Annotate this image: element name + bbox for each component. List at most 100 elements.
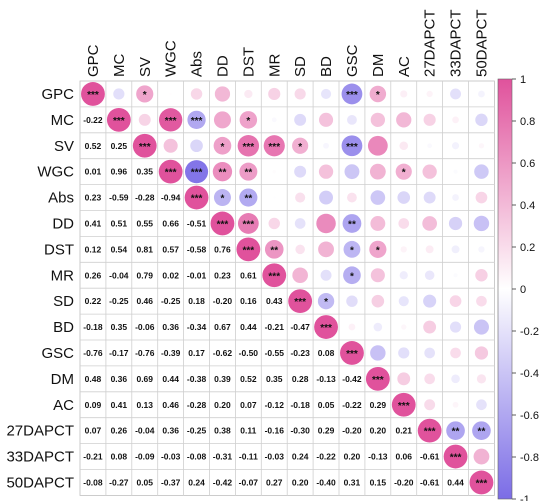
correlation-circle — [319, 190, 333, 205]
coefficient-label: -0.22 — [316, 452, 336, 462]
coefficient-label: 0.25 — [111, 141, 128, 151]
significance-label: *** — [191, 194, 203, 205]
coefficient-label: 0.76 — [214, 244, 231, 254]
coefficient-label: 0.46 — [136, 296, 153, 306]
coefficient-label: 0.52 — [85, 141, 102, 151]
coefficient-label: 0.35 — [136, 167, 153, 177]
correlation-circle — [158, 108, 183, 132]
correlation-circle — [342, 214, 362, 233]
significance-label: *** — [243, 142, 255, 153]
coefficient-label: 0.31 — [344, 477, 361, 487]
correlation-circle — [475, 191, 488, 204]
coefficient-label: -0.58 — [187, 244, 207, 254]
diagonal-circle — [106, 107, 131, 132]
row-label: BD — [53, 319, 74, 336]
row-label: 27DAPCT — [6, 423, 74, 440]
correlation-circle — [163, 138, 178, 153]
correlation-circle — [451, 245, 460, 254]
correlation-circle — [344, 164, 360, 180]
significance-label: * — [376, 245, 380, 256]
colorbar-tick-label: 0.4 — [520, 200, 535, 212]
correlation-circle — [451, 142, 460, 150]
coefficient-label: 0.61 — [240, 270, 257, 280]
correlation-circle — [318, 241, 334, 258]
coefficient-label: -0.38 — [187, 374, 207, 384]
correlation-circle — [476, 295, 487, 307]
coefficient-label: -0.20 — [394, 477, 414, 487]
diagonal-circle — [417, 418, 442, 443]
significance-label: * — [220, 142, 224, 153]
coefficient-label: 0.27 — [266, 477, 283, 487]
coefficient-label: -0.47 — [290, 322, 310, 332]
coefficient-label: 0.05 — [318, 400, 335, 410]
diagonal-circle — [210, 211, 235, 236]
correlation-circle — [214, 86, 231, 102]
diagonal-circle — [158, 159, 183, 184]
correlation-circle — [452, 116, 459, 124]
coefficient-label: 0.09 — [85, 400, 102, 410]
correlation-circle — [396, 112, 412, 128]
correlation-circle — [397, 372, 411, 386]
correlation-circle — [373, 322, 383, 332]
colorbar-tick-label: -0.4 — [520, 368, 539, 380]
coefficient-label: 0.13 — [136, 400, 153, 410]
correlation-circle — [422, 216, 437, 231]
correlation-circle — [263, 135, 285, 157]
significance-label: *** — [476, 478, 488, 489]
correlation-circle — [190, 139, 203, 153]
row-label: DD — [52, 215, 74, 232]
column-label: WGC — [163, 40, 180, 77]
correlation-circle — [237, 135, 260, 157]
coefficient-label: 0.01 — [85, 167, 102, 177]
correlation-circle — [476, 374, 487, 384]
significance-label: ** — [452, 427, 460, 438]
correlation-circle — [212, 161, 233, 182]
correlation-circle — [213, 189, 231, 207]
coefficient-label: -0.27 — [109, 477, 129, 487]
correlation-circle — [448, 216, 463, 231]
coefficient-label: -0.08 — [83, 477, 103, 487]
correlation-circle — [450, 88, 462, 100]
row-label: GPC — [41, 86, 74, 103]
coefficient-label: 0.12 — [85, 244, 102, 254]
coefficient-label: 0.48 — [85, 374, 102, 384]
correlation-circle — [395, 163, 412, 180]
coefficient-label: -0.61 — [420, 477, 440, 487]
colorbar-tick-label: 0.8 — [520, 116, 535, 128]
significance-label: * — [298, 142, 302, 153]
coefficient-label: -0.03 — [265, 452, 285, 462]
correlation-circle — [318, 164, 334, 179]
correlation-circle — [400, 246, 407, 253]
coefficient-label: 0.43 — [266, 296, 283, 306]
correlation-circle — [475, 269, 488, 282]
coefficient-label: -0.62 — [213, 348, 233, 358]
coefficient-label: 0.22 — [85, 296, 102, 306]
correlation-circle — [295, 244, 305, 255]
significance-label: * — [350, 271, 354, 282]
colorbar-bar — [497, 78, 513, 500]
column-label: DD — [214, 55, 231, 77]
significance-label: *** — [372, 375, 384, 386]
correlation-circle — [294, 113, 307, 126]
correlation-circle — [316, 213, 336, 234]
coefficient-label: 0.26 — [111, 426, 128, 436]
significance-label: ** — [244, 194, 252, 205]
significance-label: ** — [270, 245, 278, 256]
coefficient-label: 0.08 — [318, 348, 335, 358]
coefficient-label: -0.94 — [161, 193, 181, 203]
significance-label: ** — [478, 427, 486, 438]
diagonal-circle — [81, 82, 105, 106]
coefficient-label: 0.38 — [214, 426, 231, 436]
correlation-circle — [424, 373, 435, 385]
column-label: Abs — [189, 51, 206, 77]
correlation-circle — [425, 245, 434, 254]
correlation-circle — [268, 217, 280, 230]
significance-label: *** — [346, 142, 358, 153]
coefficient-label: 0.52 — [240, 374, 257, 384]
coefficient-label: 0.67 — [214, 322, 231, 332]
coefficient-label: 0.44 — [162, 374, 179, 384]
coefficient-label: 0.28 — [292, 374, 309, 384]
coefficient-label: 0.20 — [370, 426, 387, 436]
correlation-circle — [478, 246, 485, 253]
coefficient-label: -0.20 — [342, 426, 362, 436]
